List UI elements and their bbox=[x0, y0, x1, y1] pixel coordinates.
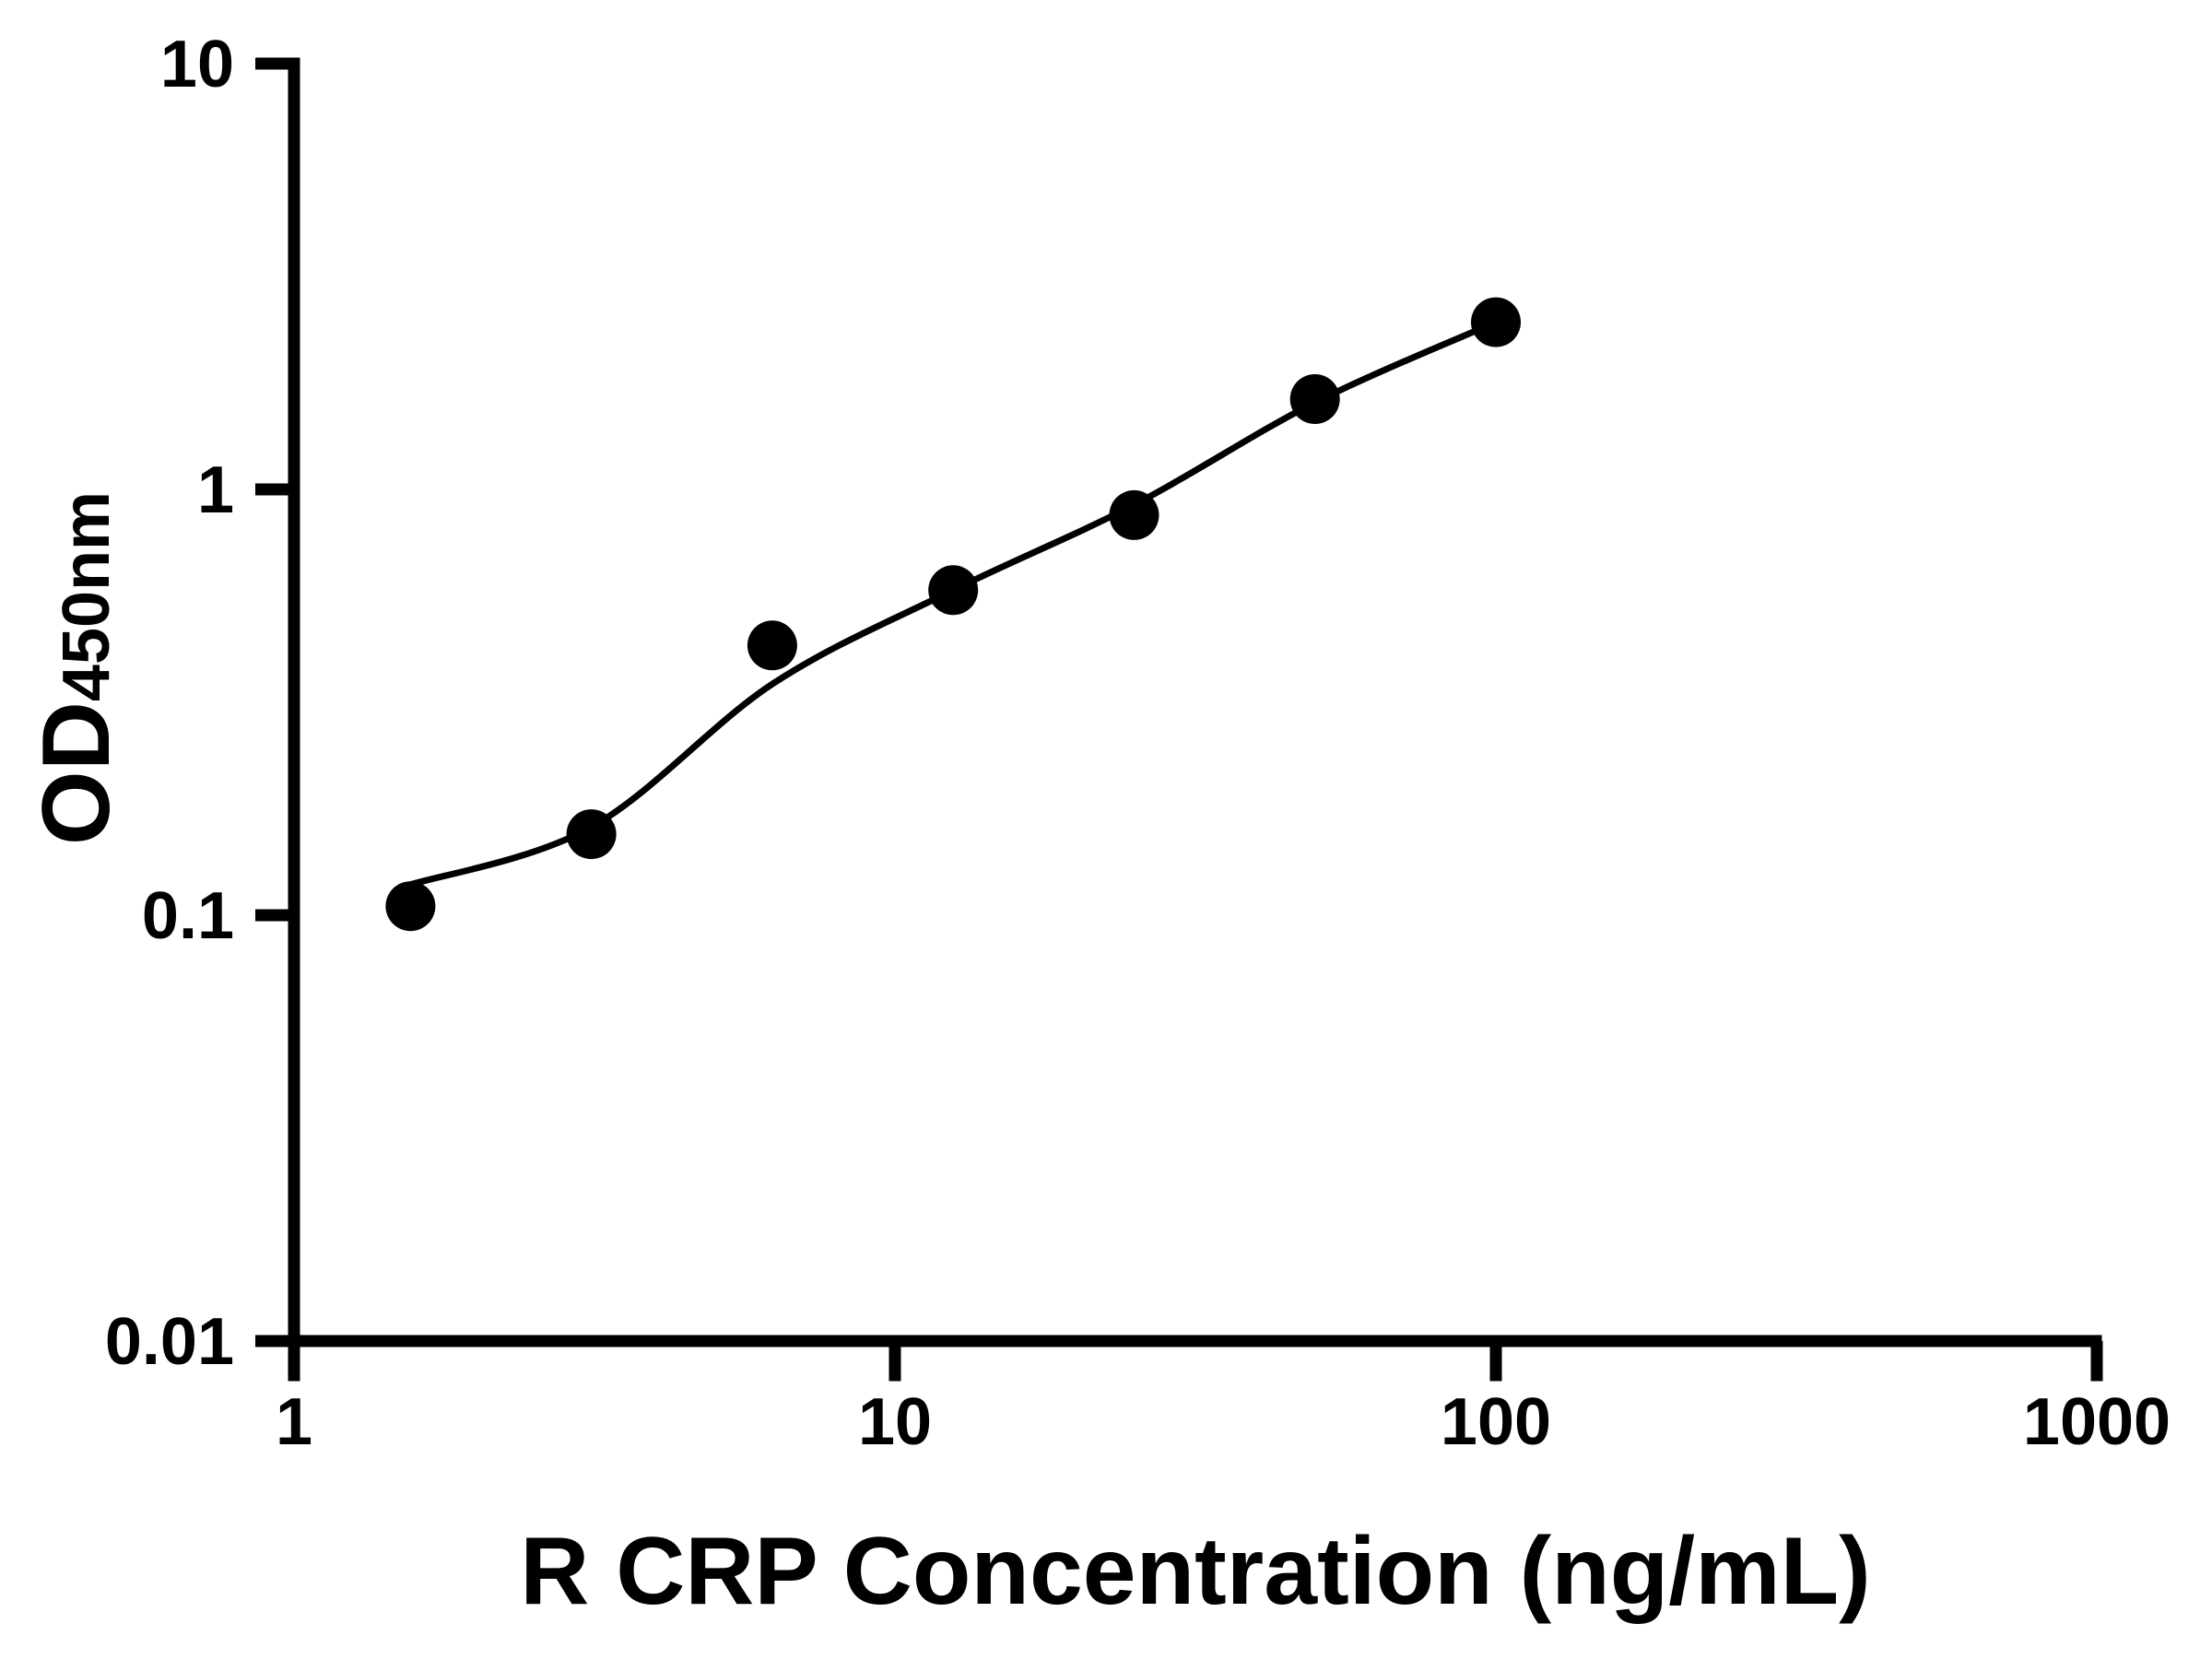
y-tick-label-10: 10 bbox=[160, 28, 234, 101]
data-point-1 bbox=[385, 881, 436, 932]
data-point-7 bbox=[1471, 297, 1521, 347]
data-point-4 bbox=[928, 565, 979, 616]
x-tick-label-10: 10 bbox=[858, 1385, 932, 1459]
y-axis-title-subscript: 450nm bbox=[50, 491, 124, 701]
data-points bbox=[385, 297, 1521, 932]
data-point-2 bbox=[566, 809, 617, 860]
x-tick-label-1000: 1000 bbox=[2023, 1385, 2171, 1459]
y-tick-label-1: 1 bbox=[197, 453, 234, 527]
plot-area bbox=[385, 297, 1521, 932]
x-tick-label-1: 1 bbox=[276, 1385, 312, 1459]
x-tick-labels: 1 10 100 1000 bbox=[276, 1385, 2171, 1459]
y-axis: 0.01 0.1 1 10 OD450nm bbox=[23, 28, 300, 1379]
data-point-6 bbox=[1289, 374, 1340, 424]
y-axis-title-main: OD bbox=[23, 701, 130, 845]
data-point-5 bbox=[1109, 489, 1159, 540]
x-axis-title: R CRP Concentration (ng/mL) bbox=[520, 1518, 1871, 1625]
y-tick-label-0.1: 0.1 bbox=[142, 879, 234, 953]
x-tick-label-100: 100 bbox=[1441, 1385, 1551, 1459]
y-tick-label-0.01: 0.01 bbox=[105, 1305, 234, 1379]
y-axis-title: OD450nm bbox=[23, 491, 130, 845]
y-tick-labels: 0.01 0.1 1 10 bbox=[105, 28, 234, 1379]
data-point-3 bbox=[747, 620, 797, 671]
x-ticks bbox=[288, 1341, 2103, 1382]
x-axis: 1 10 100 1000 R CRP Concentration (ng/mL) bbox=[255, 1335, 2171, 1625]
y-ticks bbox=[255, 57, 288, 1347]
